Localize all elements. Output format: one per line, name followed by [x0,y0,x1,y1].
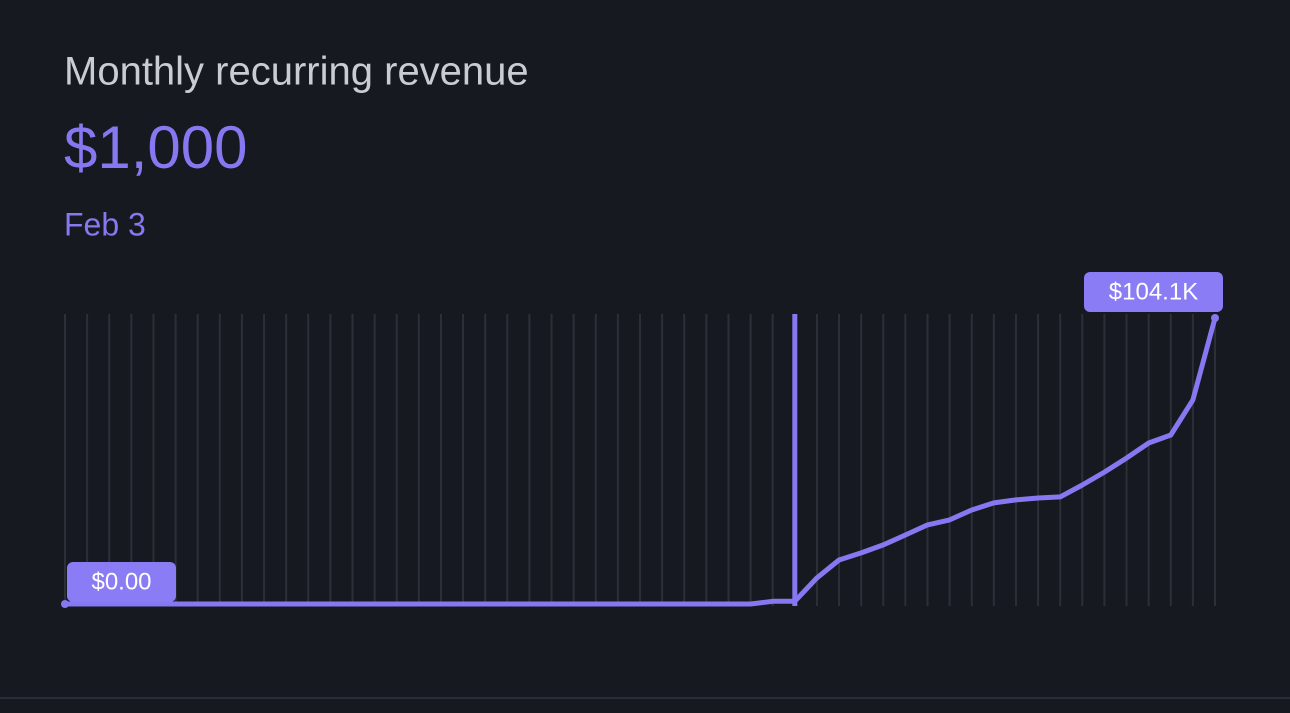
end-point [61,600,69,608]
value-label-box [67,562,176,602]
revenue-line [62,315,1218,607]
end-point [1211,314,1219,322]
value-label: $104.1K [1109,278,1198,305]
value-label-box [1084,272,1223,312]
value-label: $0.00 [91,568,151,595]
selected-value: $1,000 [64,114,248,181]
chart: $0.00 $104.1K [61,272,1223,608]
title: Monthly recurring revenue [64,50,529,94]
selected-date: Feb 3 [64,206,146,242]
